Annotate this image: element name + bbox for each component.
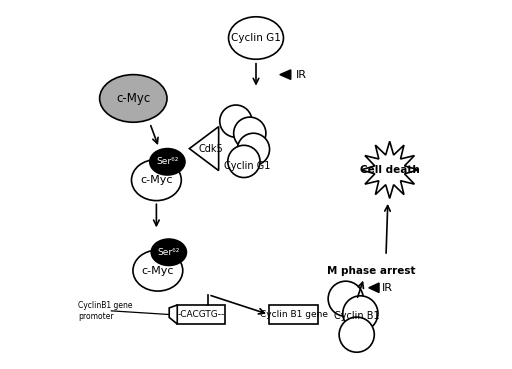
Text: CyclinB1 gene
promoter: CyclinB1 gene promoter xyxy=(78,301,133,321)
Ellipse shape xyxy=(150,149,185,175)
Text: c-Myc: c-Myc xyxy=(142,266,174,276)
Text: Cyclin B1: Cyclin B1 xyxy=(334,311,379,321)
Text: -CACGTG--: -CACGTG-- xyxy=(178,310,225,319)
Circle shape xyxy=(238,133,269,165)
Ellipse shape xyxy=(100,75,167,122)
Text: Cell death: Cell death xyxy=(360,165,419,175)
Text: Ser⁶²: Ser⁶² xyxy=(158,248,180,257)
Text: Ser⁶²: Ser⁶² xyxy=(156,157,179,166)
Circle shape xyxy=(339,317,374,352)
Text: Cyclin G1: Cyclin G1 xyxy=(231,33,281,43)
Polygon shape xyxy=(189,127,219,170)
Circle shape xyxy=(343,296,378,331)
Text: Cyclin B1 gene: Cyclin B1 gene xyxy=(260,310,328,319)
Circle shape xyxy=(228,145,260,177)
Text: c-Myc: c-Myc xyxy=(140,175,173,185)
Text: Cdk5: Cdk5 xyxy=(198,144,223,154)
Polygon shape xyxy=(369,283,379,293)
Ellipse shape xyxy=(151,239,186,265)
FancyBboxPatch shape xyxy=(177,305,225,324)
Text: c-Myc: c-Myc xyxy=(116,92,151,105)
Text: M phase arrest: M phase arrest xyxy=(327,266,416,276)
Ellipse shape xyxy=(133,250,183,291)
Circle shape xyxy=(233,117,266,149)
Ellipse shape xyxy=(132,160,181,201)
FancyBboxPatch shape xyxy=(269,305,318,324)
Circle shape xyxy=(328,281,364,316)
Polygon shape xyxy=(169,305,177,324)
Text: IR: IR xyxy=(381,283,393,293)
Text: Cyclin G1: Cyclin G1 xyxy=(224,161,271,171)
Text: IR: IR xyxy=(295,70,307,80)
Polygon shape xyxy=(280,70,291,79)
Polygon shape xyxy=(361,141,418,199)
Ellipse shape xyxy=(228,17,284,59)
Circle shape xyxy=(220,105,252,137)
